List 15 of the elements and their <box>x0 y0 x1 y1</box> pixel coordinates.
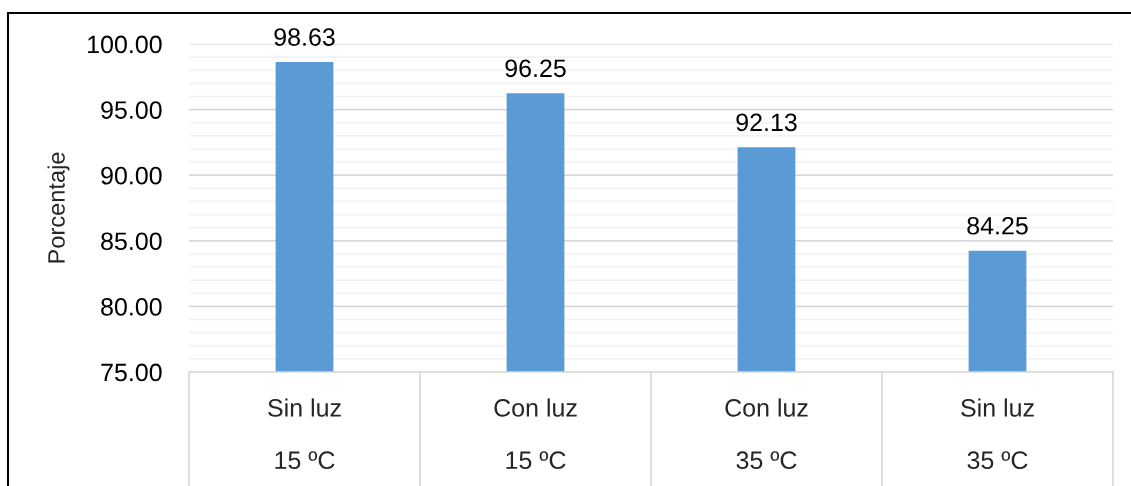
data-label: 98.63 <box>274 28 335 46</box>
y-tick-label: 85.00 <box>101 232 162 251</box>
category-label: Con luz 15 ºC <box>494 398 577 470</box>
data-label: 92.13 <box>736 113 797 132</box>
category-label: Sin luz 35 ºC <box>961 398 1034 470</box>
y-tick-label: 90.00 <box>101 166 162 185</box>
category-label: Sin luz 15 ºC <box>268 398 341 470</box>
y-tick-label: 95.00 <box>101 101 162 119</box>
data-label: 96.25 <box>505 59 566 78</box>
y-tick-label: 75.00 <box>101 363 162 382</box>
y-tick-label: 80.00 <box>101 298 162 316</box>
category-label: Con luz 35 ºC <box>725 398 808 470</box>
y-tick-label: 100.00 <box>88 35 162 54</box>
data-label: 84.25 <box>967 216 1028 235</box>
y-axis-title: Porcentaje <box>47 152 70 263</box>
